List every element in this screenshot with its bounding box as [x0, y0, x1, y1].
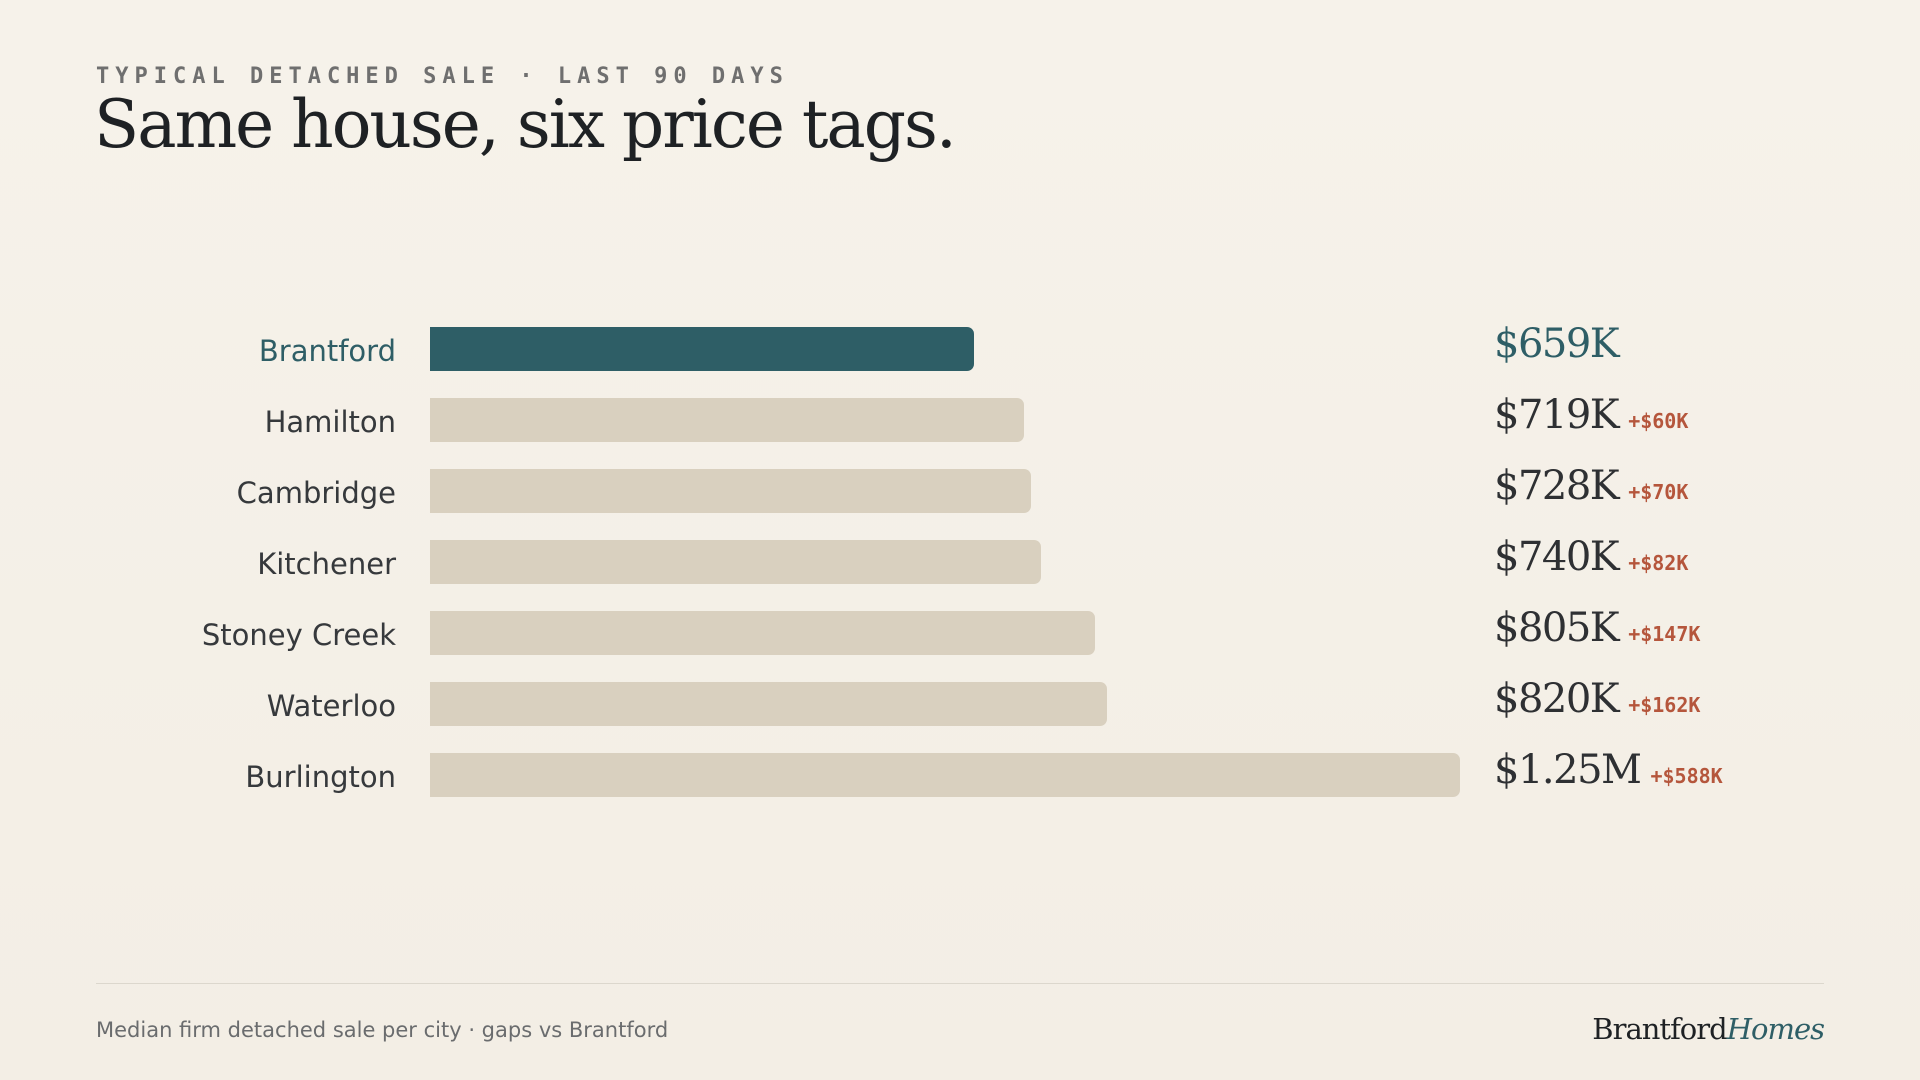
gap-label: +$162K — [1628, 693, 1701, 717]
category-label: Waterloo — [266, 689, 396, 723]
bar-row: Burlington $1.25M +$588K — [0, 747, 1920, 824]
value-label: $820K — [1494, 676, 1620, 722]
bar-track — [430, 327, 1460, 371]
value-label: $1.25M — [1494, 747, 1642, 793]
bar — [430, 327, 975, 371]
bar-track — [430, 398, 1460, 442]
bar — [430, 682, 1108, 726]
value-group: $728K +$70K — [1494, 463, 1688, 519]
bar-row: Hamilton $719K +$60K — [0, 392, 1920, 469]
gap-label: +$60K — [1628, 409, 1689, 433]
bar-track — [430, 540, 1460, 584]
brand-name-primary: Brantford — [1592, 1012, 1727, 1046]
value-group: $719K +$60K — [1494, 392, 1688, 448]
value-group: $659K — [1494, 321, 1620, 377]
category-label: Stoney Creek — [201, 618, 396, 652]
brand-name-secondary: Homes — [1726, 1012, 1825, 1046]
bar — [430, 469, 1032, 513]
value-label: $740K — [1494, 534, 1620, 580]
category-label: Burlington — [245, 760, 396, 794]
bar — [430, 611, 1095, 655]
value-group: $740K +$82K — [1494, 534, 1688, 590]
bar-row: Brantford $659K — [0, 321, 1920, 398]
bar-chart: Brantford $659K Hamilton $719K +$60K Cambridg… — [0, 321, 1920, 824]
category-label: Kitchener — [257, 547, 396, 581]
category-label: Brantford — [258, 334, 396, 368]
bar — [430, 753, 1460, 797]
brand-logo: BrantfordHomes — [1592, 1012, 1825, 1046]
gap-label: +$588K — [1650, 764, 1723, 788]
bar-track — [430, 682, 1460, 726]
bar-track — [430, 611, 1460, 655]
value-group: $820K +$162K — [1494, 676, 1700, 732]
bar-row: Cambridge $728K +$70K — [0, 463, 1920, 540]
bar — [430, 540, 1042, 584]
value-label: $805K — [1494, 605, 1620, 651]
bar-row: Waterloo $820K +$162K — [0, 676, 1920, 753]
gap-label: +$70K — [1628, 480, 1689, 504]
value-group: $805K +$147K — [1494, 605, 1700, 661]
gap-label: +$82K — [1628, 551, 1689, 575]
category-label: Hamilton — [264, 405, 396, 439]
bar-track — [430, 469, 1460, 513]
bar-row: Kitchener $740K +$82K — [0, 534, 1920, 611]
gap-label: +$147K — [1628, 622, 1701, 646]
bar-row: Stoney Creek $805K +$147K — [0, 605, 1920, 682]
value-label: $719K — [1494, 392, 1620, 438]
value-label: $728K — [1494, 463, 1620, 509]
category-label: Cambridge — [236, 476, 396, 510]
chart-title: Same house, six price tags. — [94, 86, 957, 163]
footer-divider — [96, 983, 1824, 984]
bar-track — [430, 753, 1460, 797]
footnote: Median firm detached sale per city · gap… — [96, 1018, 669, 1042]
chart-eyebrow: TYPICAL DETACHED SALE · LAST 90 DAYS — [96, 64, 789, 89]
value-label: $659K — [1494, 321, 1620, 367]
value-group: $1.25M +$588K — [1494, 747, 1723, 803]
bar — [430, 398, 1024, 442]
